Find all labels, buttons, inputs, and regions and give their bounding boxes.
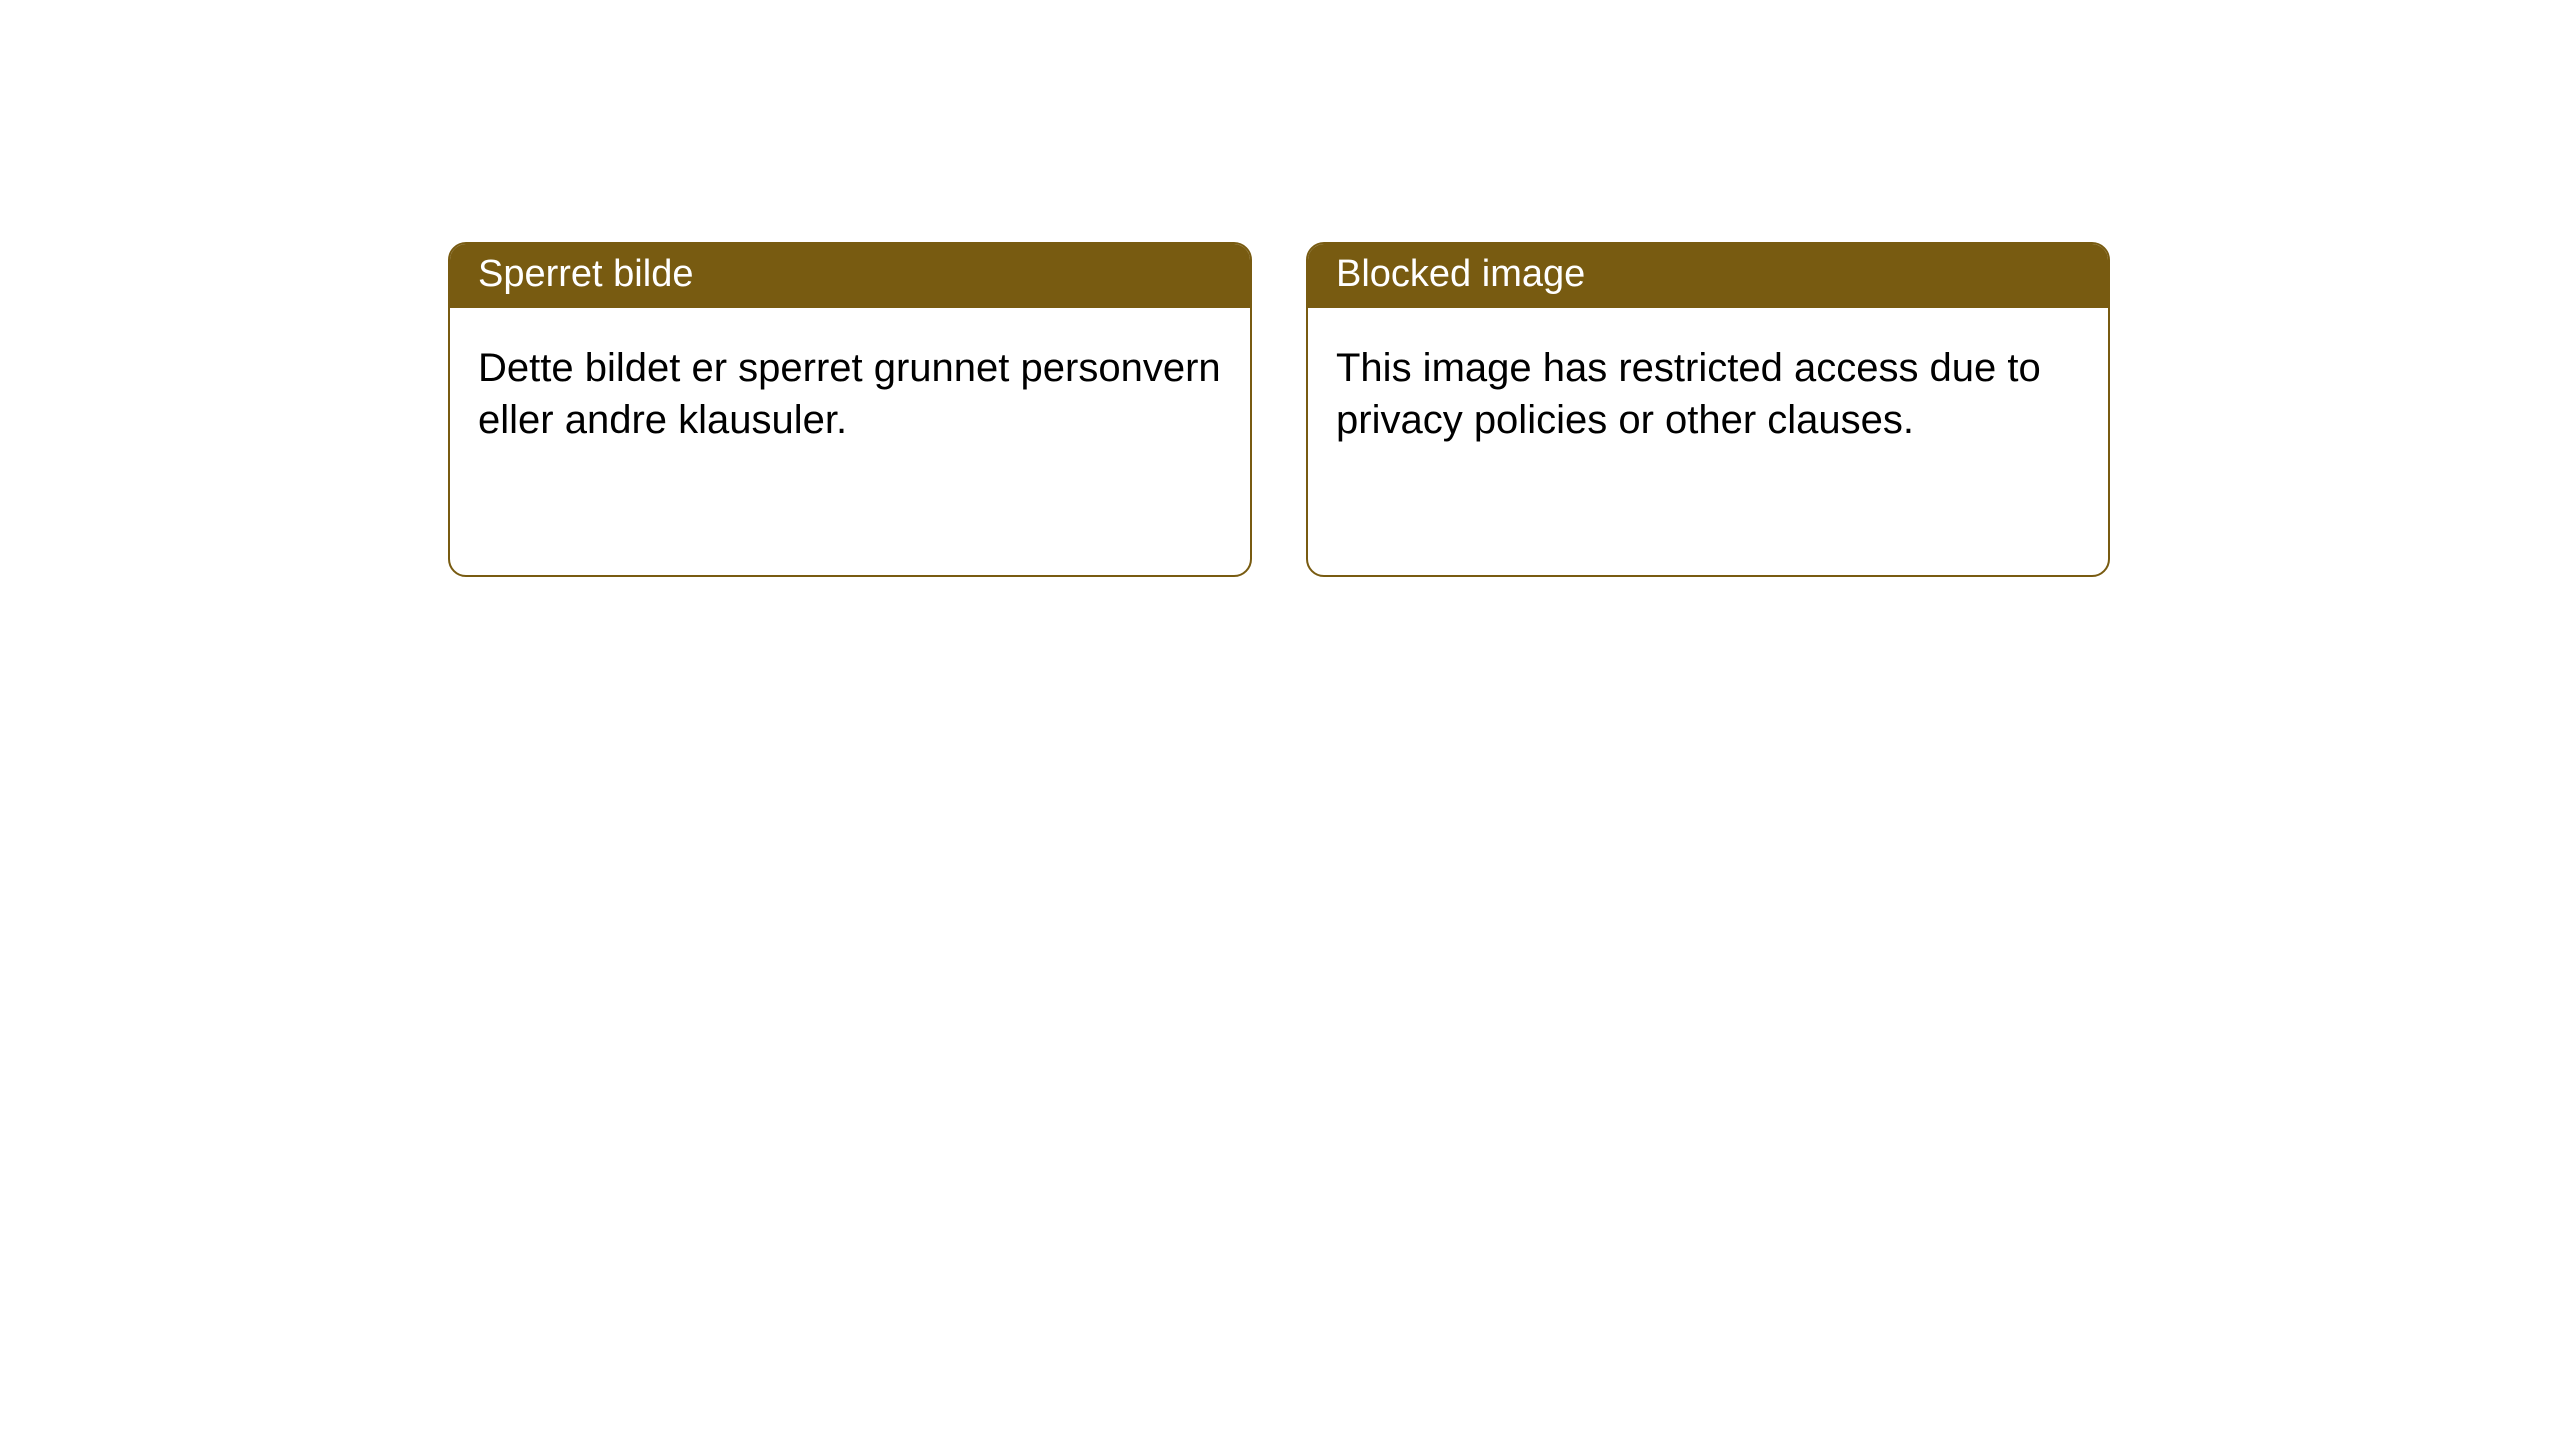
notice-box-norwegian: Sperret bilde Dette bildet er sperret gr… (448, 242, 1252, 577)
notice-body-text: Dette bildet er sperret grunnet personve… (478, 346, 1221, 442)
notice-body-text: This image has restricted access due to … (1336, 346, 2041, 442)
notice-container: Sperret bilde Dette bildet er sperret gr… (448, 242, 2110, 577)
notice-body: This image has restricted access due to … (1308, 308, 2108, 480)
notice-header: Blocked image (1308, 244, 2108, 308)
notice-body: Dette bildet er sperret grunnet personve… (450, 308, 1250, 480)
notice-title: Blocked image (1336, 253, 1585, 295)
notice-title: Sperret bilde (478, 253, 693, 295)
notice-box-english: Blocked image This image has restricted … (1306, 242, 2110, 577)
notice-header: Sperret bilde (450, 244, 1250, 308)
